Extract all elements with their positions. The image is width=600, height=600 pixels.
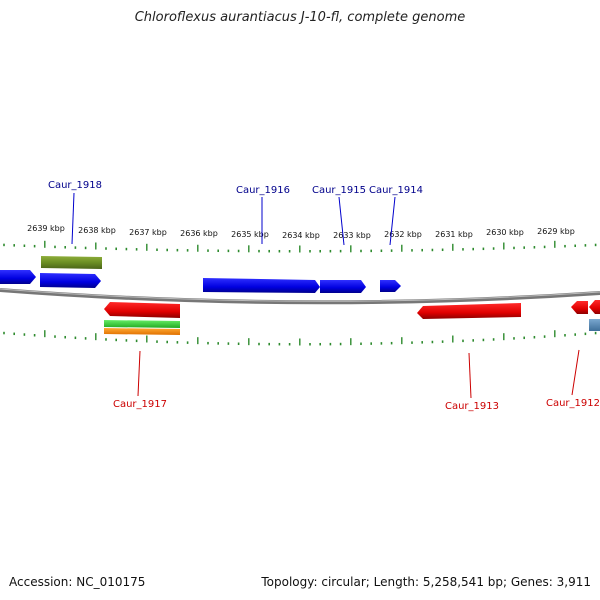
gene-label[interactable]: Caur_1912 bbox=[546, 398, 600, 409]
scale-label: 2630 kbp bbox=[486, 228, 524, 237]
cds-feature-orange[interactable] bbox=[104, 328, 180, 335]
plus-strand-features bbox=[0, 256, 401, 293]
gene-feature-plus[interactable] bbox=[203, 278, 320, 293]
scale-ticks-bottom bbox=[3, 330, 597, 346]
other-feature[interactable] bbox=[589, 319, 600, 331]
leader-line bbox=[389, 196, 396, 246]
gene-labels: Caur_1918 Caur_1916 Caur_1915 Caur_1914 … bbox=[48, 180, 600, 412]
minus-strand-features bbox=[104, 300, 600, 335]
cds-feature-green[interactable] bbox=[104, 320, 180, 328]
scale-label: 2637 kbp bbox=[129, 228, 167, 237]
genome-summary: Topology: circular; Length: 5,258,541 bp… bbox=[261, 575, 591, 589]
scale-label: 2636 kbp bbox=[180, 229, 218, 238]
gene-feature-plus[interactable] bbox=[320, 280, 366, 293]
gene-label[interactable]: Caur_1913 bbox=[445, 401, 499, 412]
leader-line bbox=[137, 350, 141, 397]
gene-label[interactable]: Caur_1915 bbox=[312, 185, 366, 196]
gene-feature-minus[interactable] bbox=[417, 303, 521, 319]
scale-label: 2635 kbp bbox=[231, 230, 269, 239]
rna-feature[interactable] bbox=[41, 256, 102, 269]
scale-label: 2638 kbp bbox=[78, 226, 116, 235]
gene-feature-minus[interactable] bbox=[104, 302, 180, 318]
map-title: Chloroflexus aurantiacus J-10-fl, comple… bbox=[134, 10, 466, 25]
genome-backbone-highlight bbox=[0, 288, 600, 302]
leader-line bbox=[468, 352, 472, 399]
scale-label: 2639 kbp bbox=[27, 224, 65, 233]
gene-feature-minus[interactable] bbox=[571, 301, 588, 314]
scale-ticks-top bbox=[3, 240, 597, 253]
gene-feature-plus[interactable] bbox=[380, 280, 401, 292]
gene-label[interactable]: Caur_1917 bbox=[113, 399, 167, 410]
gene-label[interactable]: Caur_1918 bbox=[48, 180, 102, 191]
scale-label: 2632 kbp bbox=[384, 230, 422, 239]
gene-label[interactable]: Caur_1914 bbox=[369, 185, 423, 196]
scale-label: 2633 kbp bbox=[333, 231, 371, 240]
gene-feature-plus[interactable] bbox=[40, 273, 101, 288]
gene-feature-plus[interactable] bbox=[0, 270, 36, 284]
scale-label: 2634 kbp bbox=[282, 231, 320, 240]
scale-labels: 2639 kbp 2638 kbp 2637 kbp 2636 kbp 2635… bbox=[27, 224, 575, 240]
genome-backbone bbox=[0, 288, 600, 305]
accession-label: Accession: NC_010175 bbox=[9, 575, 146, 589]
leader-line bbox=[571, 349, 580, 396]
gene-label[interactable]: Caur_1916 bbox=[236, 185, 290, 196]
scale-label: 2631 kbp bbox=[435, 230, 473, 239]
label-leaders bbox=[71, 192, 580, 399]
gene-feature-minus[interactable] bbox=[589, 300, 600, 314]
leader-line bbox=[71, 192, 75, 245]
leader-line bbox=[338, 196, 345, 246]
scale-label: 2629 kbp bbox=[537, 227, 575, 236]
